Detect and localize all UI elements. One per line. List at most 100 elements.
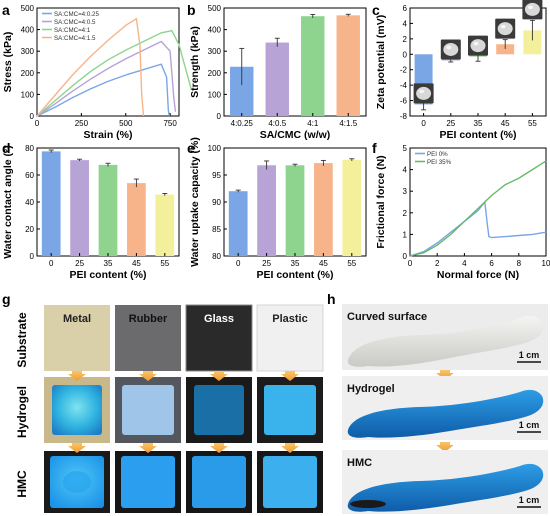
x-tick-label-25: 25: [75, 259, 84, 268]
bar-35: [98, 164, 118, 256]
x-tick-label-35: 35: [474, 119, 483, 128]
photo-plastic-hmc: [263, 456, 317, 508]
photo-grid-substrates: Substrate Hydrogel HMC Metal Rubber Glas…: [15, 304, 324, 513]
x-tick-label: 4: [462, 259, 467, 268]
down-arrow-icon: [210, 443, 228, 453]
x-tick-label-0: 0: [421, 119, 426, 128]
chart-frictional-force: 0 1 2 3 4 5 0 2 4 6 8 10 Normal force (N) Frictional …: [375, 144, 550, 281]
x-tick-label-4:1: 4:1: [307, 119, 319, 128]
bar-55: [342, 159, 362, 256]
droplet-highlight-25: [446, 45, 452, 50]
droplet-55: [524, 2, 540, 16]
droplet-highlight-35: [473, 41, 479, 46]
panel-letters: a b c d e f g h: [2, 2, 380, 307]
y-tick-label: 85: [212, 225, 221, 234]
legend-entry-3: SA:CMC=4:1.5: [54, 35, 96, 42]
y-tick-label: 80: [212, 252, 221, 261]
y-tick-label: 0: [30, 252, 35, 261]
legend-entry-2: SA:CMC=4:1: [54, 27, 91, 34]
legend-entry-0: SA:CMC=4:0.25: [54, 11, 99, 18]
y-tick-label: 500: [21, 4, 35, 13]
chart-zeta-potential: -8 -6 -4 -2 0 2 4 6 0 25 35 45 55 PEI content (%) Zeta…: [375, 4, 547, 141]
x-tick-label-0: 0: [236, 259, 241, 268]
y-axis-label: Water contact angle (°): [2, 145, 14, 259]
y-axis-label: Zeta potential (mV): [375, 15, 387, 110]
x-tick-label-55: 55: [160, 259, 169, 268]
droplet-highlight-45: [500, 24, 506, 29]
y-tick-label: 5: [403, 144, 408, 153]
column-label-metal: Metal: [63, 313, 91, 325]
panel-letter-d: d: [2, 140, 11, 156]
whale-hmc-shadow: [350, 500, 386, 508]
bar-0: [41, 151, 61, 256]
y-tick-label: 4: [403, 166, 408, 175]
x-tick-label: 750: [163, 119, 177, 128]
droplet-highlight-55: [527, 5, 533, 10]
y-tick-label: -8: [400, 112, 408, 121]
bar-4:1: [301, 16, 325, 116]
y-tick-label: 200: [208, 69, 222, 78]
y-tick-label: -2: [400, 66, 408, 75]
panel-letter-h: h: [327, 291, 336, 307]
bar-4:0.25: [230, 66, 254, 116]
y-tick-label: 300: [21, 47, 35, 56]
y-tick-label: 0: [217, 112, 222, 121]
y-tick-label: -4: [400, 81, 408, 90]
panel-letter-a: a: [2, 2, 10, 18]
series-line-1: [409, 160, 547, 257]
y-tick-label: 4: [403, 19, 408, 28]
plot-frame: [36, 7, 180, 117]
scale-label-3: 1 cm: [519, 495, 540, 505]
legend-entry-1: PEI 35%: [427, 159, 452, 166]
panel-letter-g: g: [2, 291, 11, 307]
bar-45: [127, 183, 146, 256]
plot-frame: [409, 147, 547, 257]
down-arrow-icon: [68, 443, 86, 453]
x-axis-label: PEI content (%): [69, 269, 146, 281]
photo-glass-hmc: [192, 456, 246, 508]
x-tick-label: 8: [517, 259, 522, 268]
x-tick-label-4:0.5: 4:0.5: [268, 119, 286, 128]
y-tick-label: 95: [212, 171, 221, 180]
row-label-hydrogel: Hydrogel: [15, 386, 29, 438]
x-axis-label: SA/CMC (w/w): [260, 129, 331, 141]
y-tick-label: 0: [30, 112, 35, 121]
y-tick-label: 3: [403, 187, 408, 196]
series-line-0: [36, 63, 170, 117]
photo-metal-substrate: [44, 305, 110, 371]
y-tick-label: 40: [25, 198, 34, 207]
y-axis-label: Stress (kPa): [2, 32, 14, 93]
x-tick-label-45: 45: [132, 259, 141, 268]
series-line-2: [36, 29, 193, 117]
droplet-photos: [413, 0, 543, 104]
photo-whales: Curved surface 1 cm Hydrogel 1 cm HMC 1 …: [342, 304, 548, 514]
y-tick-label: 100: [208, 90, 222, 99]
whale-hmc: [347, 463, 544, 512]
series-line-0: [409, 200, 547, 257]
label-hydrogel: Hydrogel: [347, 383, 395, 395]
bar-45: [314, 163, 333, 256]
y-tick-label: 90: [212, 198, 221, 207]
process-arrows: [68, 370, 454, 453]
y-tick-label: 2: [403, 209, 408, 218]
panel-letter-f: f: [372, 140, 377, 156]
chart-water-uptake: 80 85 90 95 100 0 25 35 45 55 PEI content (%) Water…: [189, 137, 367, 281]
photo-plastic-hydrogel: [264, 385, 316, 435]
droplet-35: [470, 39, 486, 53]
x-tick-label-4:1.5: 4:1.5: [339, 119, 357, 128]
x-tick-label-55: 55: [528, 119, 537, 128]
label-curved-surface: Curved surface: [347, 311, 427, 323]
droplet-0: [416, 86, 432, 100]
x-tick-label-25: 25: [446, 119, 455, 128]
photo-plastic-substrate: [256, 304, 324, 372]
y-axis-label: Strength (kPa): [189, 26, 201, 98]
series-line-3: [36, 17, 145, 117]
row-label-hmc: HMC: [15, 470, 29, 498]
bar-45: [496, 44, 515, 55]
x-tick-label-35: 35: [291, 259, 300, 268]
photo-glass-hydrogel: [194, 385, 244, 435]
x-axis-label: Normal force (N): [437, 269, 519, 281]
x-tick-label-45: 45: [319, 259, 328, 268]
x-tick-label-0: 0: [49, 259, 54, 268]
